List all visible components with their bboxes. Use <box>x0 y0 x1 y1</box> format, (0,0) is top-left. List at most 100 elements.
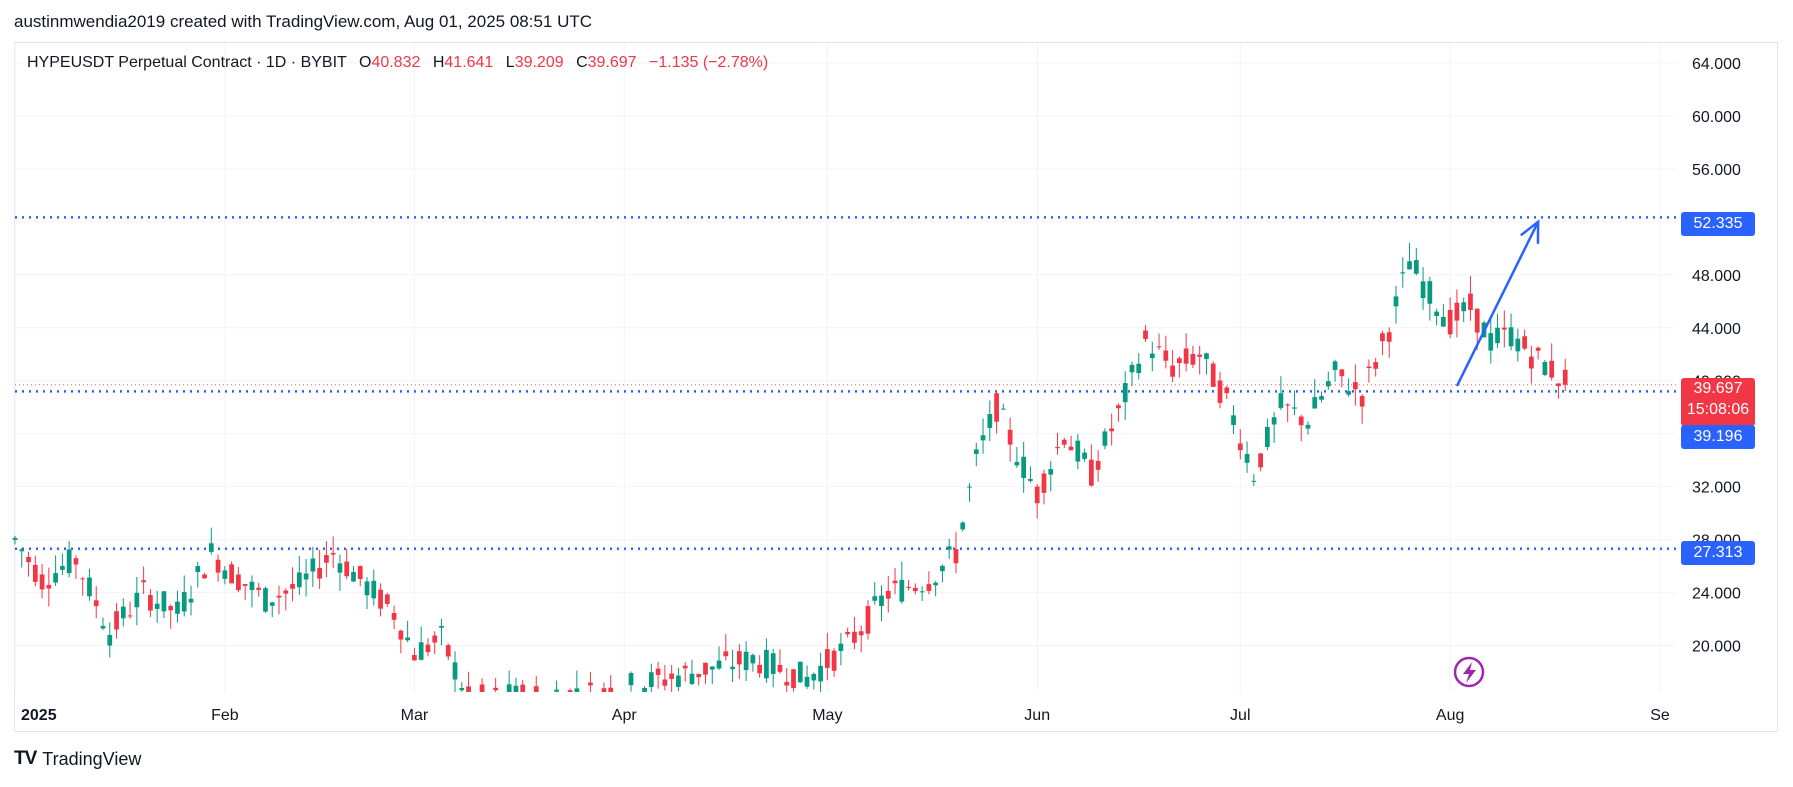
candle-body <box>141 580 146 583</box>
support-low-price-tag[interactable]: 27.313 <box>1681 541 1755 565</box>
candle-body <box>709 666 715 670</box>
candle-body <box>1149 353 1155 359</box>
candle-body <box>1244 453 1250 463</box>
low-key: L <box>505 54 515 71</box>
candle-body <box>161 591 167 612</box>
candle-body <box>229 564 234 584</box>
resistance-price-tag[interactable]: 52.335 <box>1681 212 1755 236</box>
candle-body <box>493 687 499 691</box>
candle-body <box>405 637 411 641</box>
candle-body <box>777 664 783 672</box>
candle-body <box>1122 383 1128 403</box>
candle-body <box>1088 459 1094 486</box>
candle-body <box>574 688 580 692</box>
candle-body <box>330 552 336 555</box>
candle-body <box>703 662 708 675</box>
candle-body <box>1176 358 1182 364</box>
candle-body <box>46 584 52 589</box>
candle-body <box>1285 404 1291 406</box>
tradingview-logo-icon: TV <box>14 748 37 769</box>
arrow-shaft[interactable] <box>1455 221 1540 387</box>
lightning-badge-ring[interactable] <box>1453 656 1485 688</box>
candle-body <box>1055 447 1060 449</box>
candle-body <box>222 570 228 579</box>
x-tick-label-7: Aug <box>1436 707 1464 724</box>
candle-body <box>1413 260 1419 274</box>
candle-body <box>1386 332 1392 342</box>
candle-body <box>1237 443 1243 451</box>
candle-body <box>276 595 282 598</box>
candle-body <box>479 684 485 692</box>
candle-body <box>1129 364 1135 373</box>
candle-body <box>351 571 356 582</box>
x-tick-label-3: Apr <box>612 707 638 724</box>
candle-body <box>1474 308 1480 333</box>
candle-body <box>608 687 614 692</box>
candle-body <box>1447 309 1453 335</box>
candle-body <box>378 589 383 609</box>
x-tick-label-5: Jun <box>1024 707 1050 724</box>
candle-body <box>39 574 45 590</box>
candle-body <box>980 435 986 441</box>
candle-body <box>175 601 180 614</box>
candle-body <box>398 630 404 640</box>
y-tick-label-3: 32.000 <box>1692 480 1741 497</box>
candle-body <box>1332 361 1338 370</box>
candle-body <box>1380 333 1385 342</box>
symbol-title[interactable]: HYPEUSDT Perpetual Contract · 1D · BYBIT <box>27 54 347 71</box>
support-high-price-tag[interactable]: 39.196 <box>1681 425 1755 449</box>
candle-body <box>263 588 268 612</box>
candle-body <box>324 555 329 563</box>
candle-body <box>1495 327 1500 344</box>
candle-body <box>1021 456 1027 478</box>
candle-body <box>1353 382 1358 390</box>
candle-body <box>1319 396 1324 400</box>
candle-body <box>1156 346 1162 348</box>
candle-body <box>784 681 790 686</box>
projection-arrow[interactable] <box>1455 219 1540 387</box>
candle-body <box>391 612 397 620</box>
candle-body <box>466 686 471 692</box>
candle-body <box>1061 439 1067 445</box>
candle-body <box>662 679 668 686</box>
candle-body <box>1136 363 1142 374</box>
candle-body <box>865 606 871 634</box>
lightning-badge[interactable] <box>1453 656 1485 688</box>
candle-body <box>669 673 675 679</box>
candle-body <box>973 449 979 455</box>
symbol-legend: HYPEUSDT Perpetual Contract · 1D · BYBIT… <box>27 54 768 72</box>
candle-body <box>567 690 573 692</box>
candle-body <box>12 537 18 540</box>
candle-body <box>60 566 65 570</box>
candle-body <box>1075 440 1081 462</box>
y-tick-label-1: 24.000 <box>1692 586 1741 603</box>
footer-branding[interactable]: TV TradingView <box>14 748 141 770</box>
candle-body <box>1312 397 1318 409</box>
open-value: 40.832 <box>371 54 421 71</box>
arrow-head[interactable] <box>1520 219 1540 244</box>
candle-body <box>1501 327 1507 330</box>
candle-body <box>1562 369 1568 385</box>
candle-body <box>736 651 742 665</box>
candle-body <box>1217 380 1223 403</box>
candle-body <box>418 642 424 660</box>
candle-body <box>208 543 214 552</box>
price-axis[interactable]: 20.00024.00028.00032.00036.00040.00044.0… <box>1692 56 1741 656</box>
candle-body <box>824 649 830 668</box>
time-axis[interactable]: 2025 Feb Mar Apr May Jun Jul Aug Se <box>21 707 1670 724</box>
candle-body <box>743 651 749 671</box>
current-price-tag[interactable]: 39.697 15:08:06 <box>1681 378 1755 426</box>
candle-body <box>696 673 702 678</box>
bar-countdown: 15:08:06 <box>1686 401 1750 418</box>
candle-body <box>249 581 255 591</box>
candle-body <box>770 653 776 674</box>
low-value: 39.209 <box>514 54 564 71</box>
horizontal-levels <box>15 216 1676 551</box>
y-tick-label-0: 20.000 <box>1692 639 1741 656</box>
candle-body <box>195 566 201 573</box>
candle-body <box>689 673 695 684</box>
candle-body <box>1488 333 1494 351</box>
candle-body <box>919 591 925 593</box>
current-price-value: 39.697 <box>1693 380 1743 397</box>
